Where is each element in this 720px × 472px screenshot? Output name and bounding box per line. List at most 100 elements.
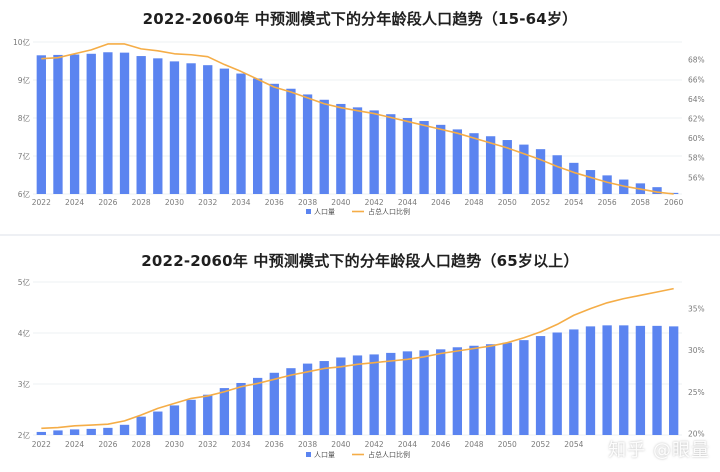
x-tick-label: 2052 <box>531 198 550 207</box>
chart-canvas-elderly: 2亿 3亿 4亿 5亿 20% 25% 30% 35% 2022 2024 2026 2028 2030… <box>18 277 705 459</box>
x-tick-label: 2048 <box>464 198 483 207</box>
x-tick-label: 2050 <box>498 198 517 207</box>
x-axis-ticks: 2022 2024 2026 2028 2030 2032 2034 2036 2038 2040… <box>32 440 584 449</box>
x-tick-label: 2024 <box>65 440 84 449</box>
bar-2044 <box>402 351 413 435</box>
right-tick-label: 68% <box>688 56 705 65</box>
bar-2036 <box>269 372 279 435</box>
legend-line-label: 占总人口比例 <box>368 207 410 216</box>
line-series <box>41 287 674 430</box>
bar-2052 <box>535 149 546 194</box>
left-axis-ticks: 6亿 7亿 8亿 9亿 10亿 <box>13 37 31 199</box>
x-tick-label: 2030 <box>165 198 184 207</box>
bar-2026 <box>103 52 113 195</box>
bar-2047 <box>452 129 463 194</box>
x-tick-label: 2026 <box>98 440 117 449</box>
left-tick-label: 5亿 <box>18 277 31 287</box>
bar-2051 <box>519 340 529 435</box>
x-tick-label: 2054 <box>564 440 583 449</box>
x-tick-label: 2050 <box>498 440 517 449</box>
bar-2059 <box>652 325 662 435</box>
bar-2036 <box>269 83 279 194</box>
bar-2040 <box>336 357 346 435</box>
x-tick-label: 2056 <box>598 198 617 207</box>
x-tick-label: 2044 <box>398 198 417 207</box>
bar-2022 <box>36 431 46 435</box>
bar-2031 <box>186 63 196 194</box>
right-tick-label: 20% <box>688 429 705 438</box>
ratio-line <box>41 43 674 195</box>
right-axis-ticks: 20% 25% 30% 35% <box>688 305 705 439</box>
bar-2056 <box>602 175 612 194</box>
x-tick-label: 2026 <box>98 198 117 207</box>
bar-2029 <box>153 411 163 435</box>
x-tick-label: 2034 <box>231 440 250 449</box>
bar-2032 <box>203 394 213 435</box>
bar-2044 <box>402 118 413 194</box>
legend-bar-label: 人口量 <box>314 451 335 459</box>
right-tick-label: 66% <box>688 75 705 84</box>
bar-2060 <box>669 326 679 435</box>
bar-2042 <box>369 110 379 194</box>
bar-2045 <box>419 121 429 194</box>
left-tick-label: 6亿 <box>18 189 31 199</box>
bar-2041 <box>352 355 363 435</box>
bar-2030 <box>169 405 180 435</box>
bar-2055 <box>585 170 596 194</box>
bar-2023 <box>53 54 63 194</box>
right-tick-label: 62% <box>688 114 705 123</box>
bar-2048 <box>469 133 479 194</box>
bar-2028 <box>136 56 146 195</box>
x-tick-label: 2058 <box>631 198 650 207</box>
x-tick-label: 2042 <box>365 198 384 207</box>
bar-series <box>36 52 679 195</box>
bar-2024 <box>69 54 80 194</box>
x-tick-label: 2028 <box>132 198 151 207</box>
bar-2039 <box>319 99 329 194</box>
bar-2055 <box>585 326 596 435</box>
bar-2050 <box>502 342 512 435</box>
left-axis-ticks: 2亿 3亿 4亿 5亿 <box>18 277 31 440</box>
x-tick-label: 2034 <box>231 198 250 207</box>
x-tick-label: 2038 <box>298 440 317 449</box>
legend-bar-label: 人口量 <box>314 208 335 216</box>
x-tick-label: 2032 <box>198 198 217 207</box>
bar-series <box>36 325 679 435</box>
chart-canvas-working-age: 6亿 7亿 8亿 9亿 10亿 56% 58% 60% 62% 64% 66% 68% 2022 2024… <box>13 37 705 216</box>
x-tick-label: 2024 <box>65 198 84 207</box>
right-tick-label: 56% <box>688 173 705 182</box>
bar-2051 <box>519 144 529 194</box>
watermark: 知乎 @眼量 <box>608 440 710 461</box>
x-tick-label: 2028 <box>132 440 151 449</box>
panel-divider <box>0 234 720 236</box>
ratio-line <box>41 287 674 430</box>
bar-2028 <box>136 416 146 435</box>
left-tick-label: 8亿 <box>18 113 31 123</box>
bar-2049 <box>485 344 496 435</box>
bar-2037 <box>286 368 296 435</box>
bar-2058 <box>635 325 646 435</box>
x-tick-label: 2038 <box>298 198 317 207</box>
x-tick-label: 2044 <box>398 440 417 449</box>
x-tick-label: 2046 <box>431 440 450 449</box>
bar-2057 <box>619 325 629 435</box>
bar-2027 <box>119 424 130 435</box>
left-tick-label: 4亿 <box>18 328 31 338</box>
bar-2038 <box>302 363 313 435</box>
bar-2056 <box>602 325 612 435</box>
x-tick-label: 2022 <box>32 440 51 449</box>
right-tick-label: 30% <box>688 346 705 355</box>
bar-2034 <box>236 382 246 435</box>
bar-2031 <box>186 399 196 435</box>
bar-2039 <box>319 361 329 435</box>
x-tick-label: 2030 <box>165 440 184 449</box>
chart-panel-working-age: 2022-2060年 中预测模式下的分年龄段人口趋势（15-64岁） 6亿 7亿 8… <box>0 0 720 232</box>
bar-2054 <box>569 329 579 435</box>
chart-panel-elderly: 2022-2060年 中预测模式下的分年龄段人口趋势（65岁以上） 2亿 3亿 4亿… <box>0 238 720 472</box>
bar-2029 <box>153 58 163 195</box>
legend-line-label: 占总人口比例 <box>368 450 410 459</box>
x-tick-label: 2052 <box>531 440 550 449</box>
bar-2023 <box>53 430 63 435</box>
bar-2053 <box>552 332 562 435</box>
left-tick-label: 3亿 <box>18 379 31 389</box>
